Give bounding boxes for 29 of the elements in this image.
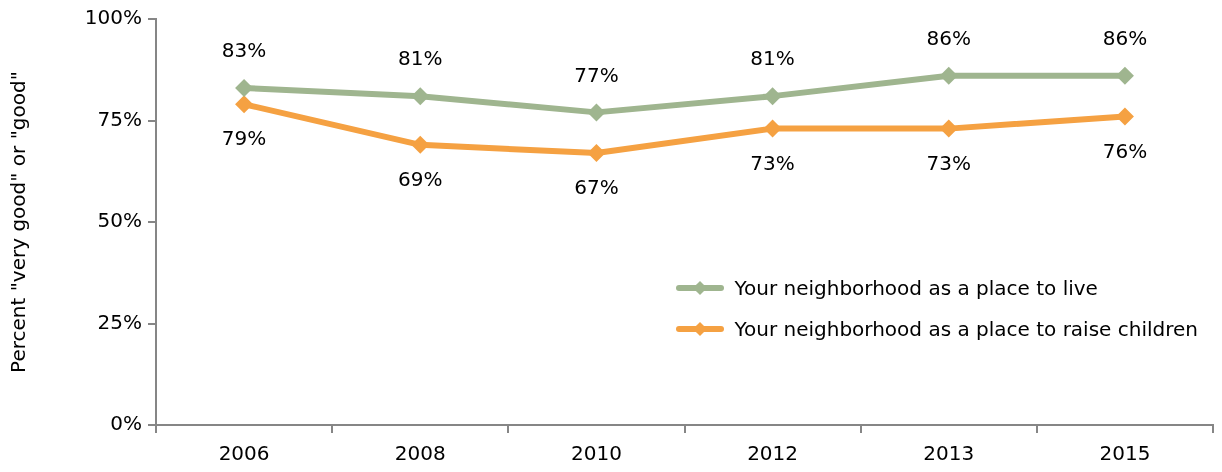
point bbox=[587, 103, 606, 122]
data-label: 86% bbox=[926, 26, 971, 51]
x-tick-label: 2008 bbox=[394, 441, 446, 466]
data-label: 81% bbox=[750, 46, 795, 71]
x-tick-label: 2012 bbox=[747, 441, 799, 466]
x-tick-label: 2015 bbox=[1099, 441, 1151, 466]
legend-label: Your neighborhood as a place to raise children bbox=[734, 316, 1198, 343]
data-label: 81% bbox=[398, 46, 443, 71]
data-label: 73% bbox=[926, 150, 971, 175]
data-label: 83% bbox=[221, 38, 267, 63]
data-label: 79% bbox=[221, 126, 267, 151]
point bbox=[587, 143, 606, 162]
data-label: 76% bbox=[1102, 138, 1148, 163]
y-tick-label: 25% bbox=[97, 309, 142, 334]
x-tick-label: 2006 bbox=[218, 441, 270, 466]
y-tick-label: 100% bbox=[84, 5, 142, 30]
data-label: 73% bbox=[750, 150, 795, 175]
legend-label: Your neighborhood as a place to live bbox=[734, 275, 1098, 302]
data-label: 67% bbox=[574, 175, 619, 200]
data-label: 69% bbox=[398, 167, 443, 192]
y-tick-label: 75% bbox=[97, 106, 142, 131]
y-tick-label: 50% bbox=[97, 208, 142, 233]
y-tick-label: 0% bbox=[110, 411, 142, 436]
x-tick-label: 2010 bbox=[570, 441, 622, 466]
data-label: 77% bbox=[574, 62, 619, 87]
x-tick-label: 2013 bbox=[923, 441, 975, 466]
point bbox=[235, 95, 254, 114]
data-label: 86% bbox=[1102, 26, 1148, 51]
y-axis-title: Percent "very good" or "good" bbox=[6, 71, 31, 373]
